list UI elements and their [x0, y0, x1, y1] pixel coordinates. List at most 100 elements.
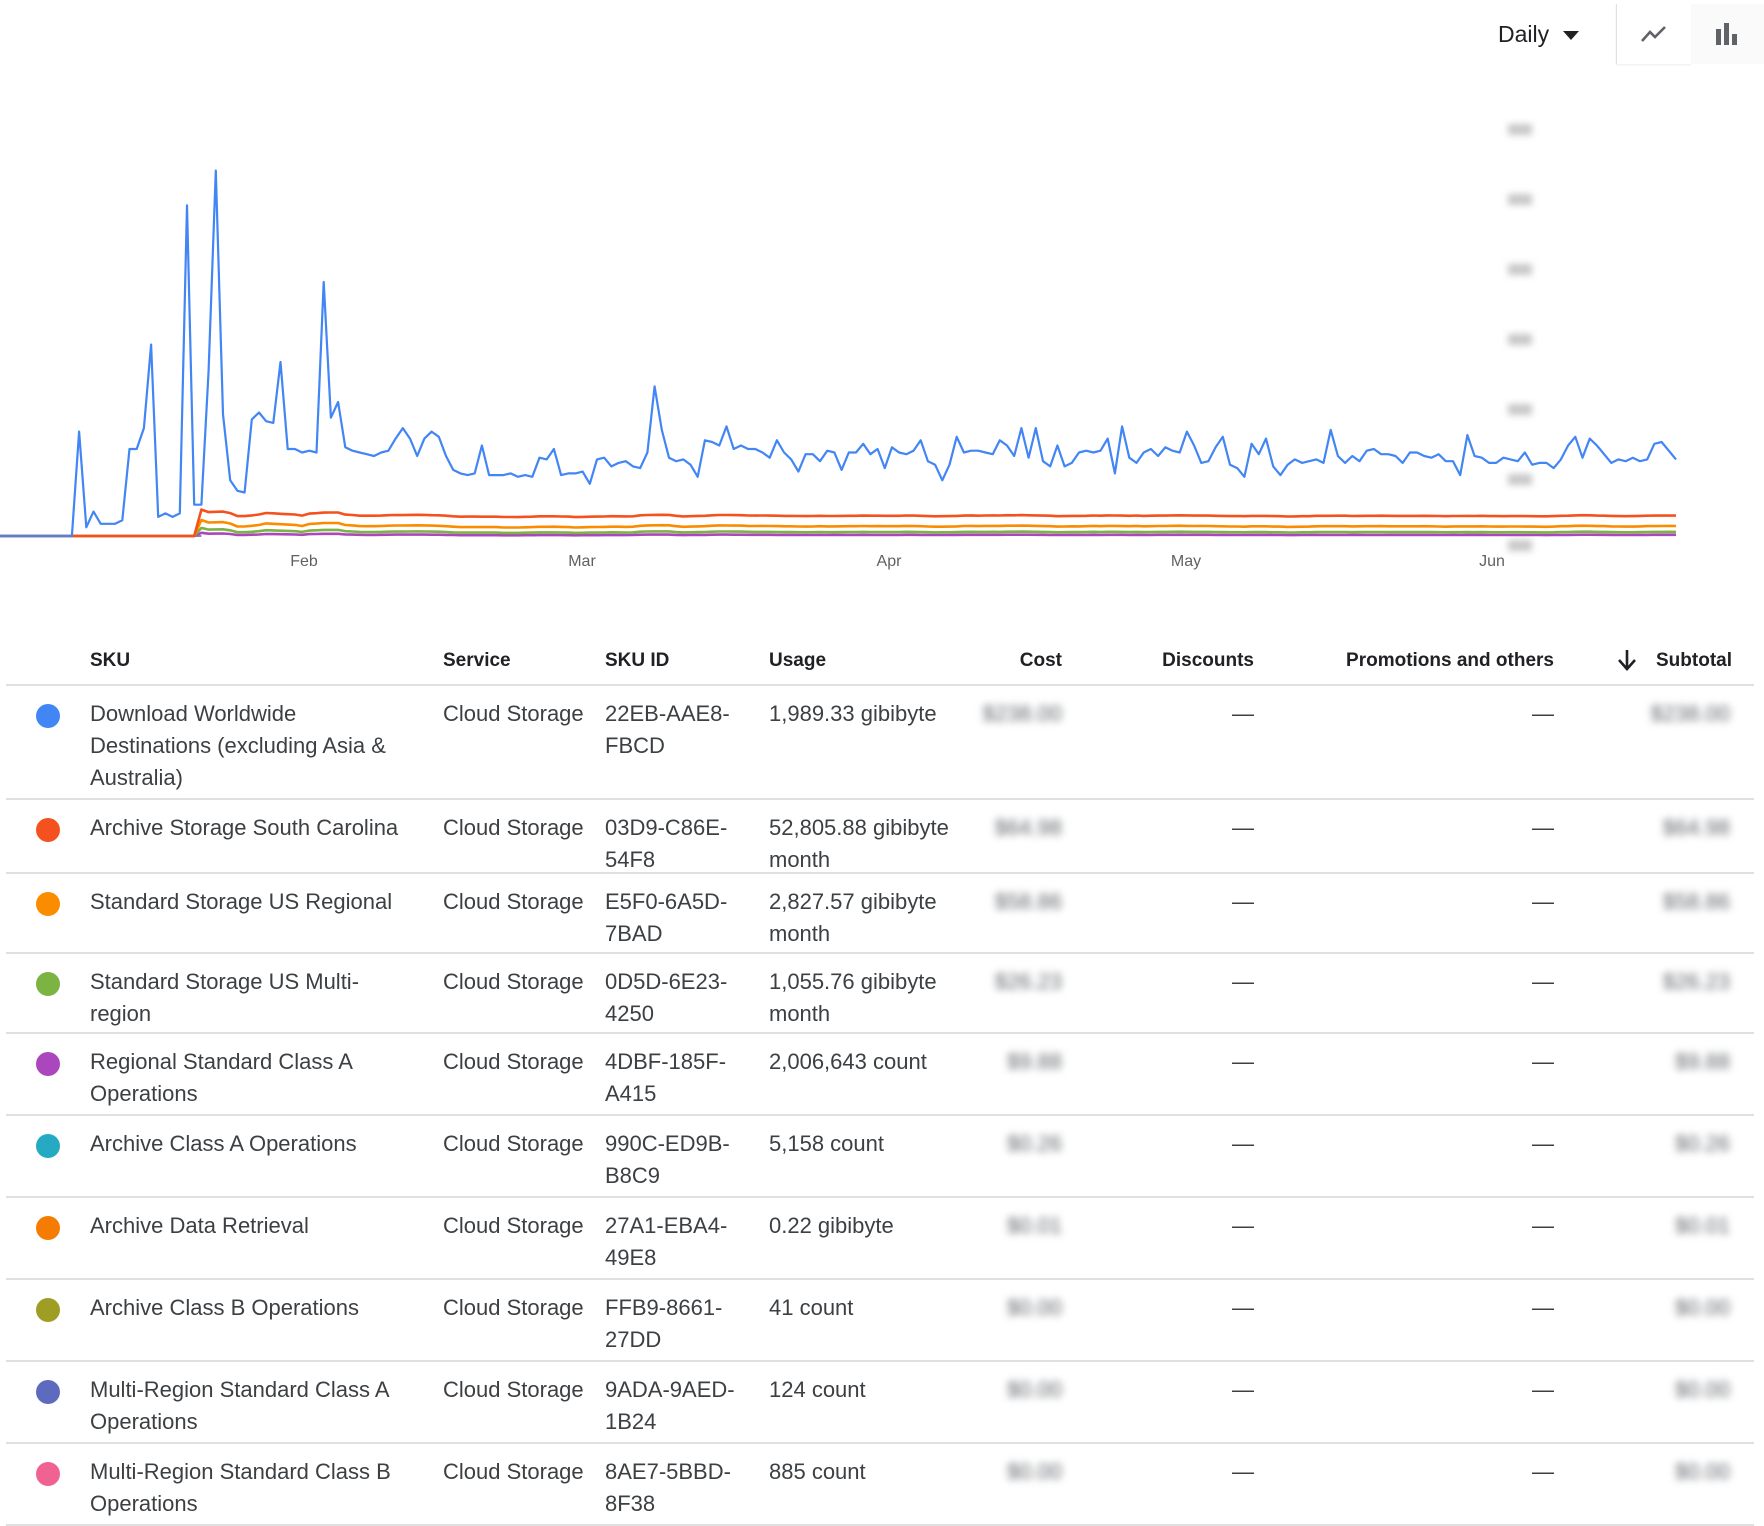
usage-value: 124 count: [769, 1374, 949, 1406]
table-row[interactable]: Download Worldwide Destinations (excludi…: [6, 686, 1754, 800]
y-axis-labels: [1508, 124, 1532, 551]
promotions-value: —: [1506, 1128, 1554, 1160]
sku-id: 990C-ED9B-B8C9: [605, 1128, 735, 1192]
service-name: Cloud Storage: [443, 1210, 593, 1242]
usage-value: 2,006,643 count: [769, 1046, 949, 1078]
service-name: Cloud Storage: [443, 698, 593, 730]
discounts-value: —: [1206, 886, 1254, 918]
header-sku[interactable]: SKU: [90, 650, 130, 672]
series-color-dot: [36, 1462, 60, 1486]
discounts-value: —: [1206, 1128, 1254, 1160]
sku-name: Archive Class A Operations: [90, 1128, 420, 1160]
series-color-dot: [36, 972, 60, 996]
subtotal-value: $9.88: [1634, 1046, 1730, 1078]
header-service[interactable]: Service: [443, 650, 511, 672]
usage-value: 1,055.76 gibibyte month: [769, 966, 949, 1030]
line-chart-view-button[interactable]: [1616, 4, 1691, 64]
discounts-value: —: [1206, 1374, 1254, 1406]
subtotal-value: $64.98: [1634, 812, 1730, 844]
series-color-dot: [36, 1380, 60, 1404]
series-color-dot: [36, 1052, 60, 1076]
header-subtotal[interactable]: Subtotal: [1656, 650, 1730, 672]
x-tick-label: Mar: [568, 553, 596, 570]
header-cost[interactable]: Cost: [966, 650, 1062, 672]
subtotal-value: $238.00: [1634, 698, 1730, 730]
discounts-value: —: [1206, 1292, 1254, 1324]
promotions-value: —: [1506, 886, 1554, 918]
bar-chart-icon: [1714, 23, 1740, 45]
bar-chart-view-button[interactable]: [1691, 4, 1764, 64]
series-color-dot: [36, 704, 60, 728]
subtotal-value: $0.26: [1634, 1128, 1730, 1160]
series-line-primary: [0, 171, 1676, 536]
x-tick-label: May: [1171, 553, 1201, 570]
cost-value: $9.88: [966, 1046, 1062, 1078]
sku-name: Regional Standard Class A Operations: [90, 1046, 420, 1110]
header-usage[interactable]: Usage: [769, 650, 826, 672]
promotions-value: —: [1506, 698, 1554, 730]
series-color-dot: [36, 1134, 60, 1158]
table-body: Download Worldwide Destinations (excludi…: [6, 686, 1754, 1526]
usage-value: 52,805.88 gibibyte month: [769, 812, 949, 876]
cost-value: $26.23: [966, 966, 1062, 998]
x-tick-label: Apr: [877, 553, 903, 570]
table-row[interactable]: Archive Storage South Carolina Cloud Stor…: [6, 800, 1754, 874]
sku-id: 8AE7-5BBD-8F38: [605, 1456, 735, 1520]
subtotal-value: $0.00: [1634, 1456, 1730, 1488]
series-color-dot: [36, 818, 60, 842]
usage-value: 0.22 gibibyte: [769, 1210, 949, 1242]
table-row[interactable]: Archive Class A Operations Cloud Storage 9…: [6, 1116, 1754, 1198]
series-color-dot: [36, 892, 60, 916]
sku-name: Download Worldwide Destinations (excludi…: [90, 698, 420, 794]
sku-id: E5F0-6A5D-7BAD: [605, 886, 735, 950]
cost-value: $0.01: [966, 1210, 1062, 1242]
discounts-value: —: [1206, 698, 1254, 730]
usage-value: 41 count: [769, 1292, 949, 1324]
trending-line-icon: [1640, 24, 1668, 44]
header-promotions[interactable]: Promotions and others: [1306, 650, 1554, 672]
period-label: Daily: [1498, 21, 1549, 48]
series-color-dot: [36, 1216, 60, 1240]
header-discounts[interactable]: Discounts: [1146, 650, 1254, 672]
sku-id: 27A1-EBA4-49E8: [605, 1210, 735, 1274]
promotions-value: —: [1506, 812, 1554, 844]
header-sku-id[interactable]: SKU ID: [605, 650, 669, 672]
service-name: Cloud Storage: [443, 1292, 593, 1324]
promotions-value: —: [1506, 1210, 1554, 1242]
arrow-down-icon[interactable]: [1616, 648, 1638, 672]
y-tick-label-blurred: [1508, 404, 1532, 415]
discounts-value: —: [1206, 812, 1254, 844]
y-tick-label-blurred: [1508, 264, 1532, 275]
cost-value: $0.00: [966, 1374, 1062, 1406]
service-name: Cloud Storage: [443, 966, 593, 998]
sku-id: 9ADA-9AED-1B24: [605, 1374, 735, 1438]
service-name: Cloud Storage: [443, 812, 593, 844]
sku-name: Archive Storage South Carolina: [90, 812, 420, 844]
subtotal-value: $0.01: [1634, 1210, 1730, 1242]
y-tick-label-blurred: [1508, 124, 1532, 135]
y-tick-label-blurred: [1508, 334, 1532, 345]
y-tick-label-blurred: [1508, 474, 1532, 485]
y-tick-label-blurred: [1508, 194, 1532, 205]
subtotal-value: $58.86: [1634, 886, 1730, 918]
cost-value: $0.00: [966, 1292, 1062, 1324]
service-name: Cloud Storage: [443, 1456, 593, 1488]
series-color-dot: [36, 1298, 60, 1322]
table-row[interactable]: Multi-Region Standard Class A Operations…: [6, 1362, 1754, 1444]
promotions-value: —: [1506, 966, 1554, 998]
table-row[interactable]: Archive Data Retrieval Cloud Storage 27A1-…: [6, 1198, 1754, 1280]
period-selector[interactable]: Daily: [1498, 14, 1579, 54]
promotions-value: —: [1506, 1456, 1554, 1488]
caret-down-icon: [1563, 31, 1579, 40]
sku-name: Archive Data Retrieval: [90, 1210, 420, 1242]
discounts-value: —: [1206, 1456, 1254, 1488]
table-row[interactable]: Multi-Region Standard Class B Operations…: [6, 1444, 1754, 1526]
service-name: Cloud Storage: [443, 1128, 593, 1160]
sku-table: SKU Service SKU ID Usage Cost Discounts …: [6, 636, 1754, 1526]
sku-id: 4DBF-185F-A415: [605, 1046, 735, 1110]
